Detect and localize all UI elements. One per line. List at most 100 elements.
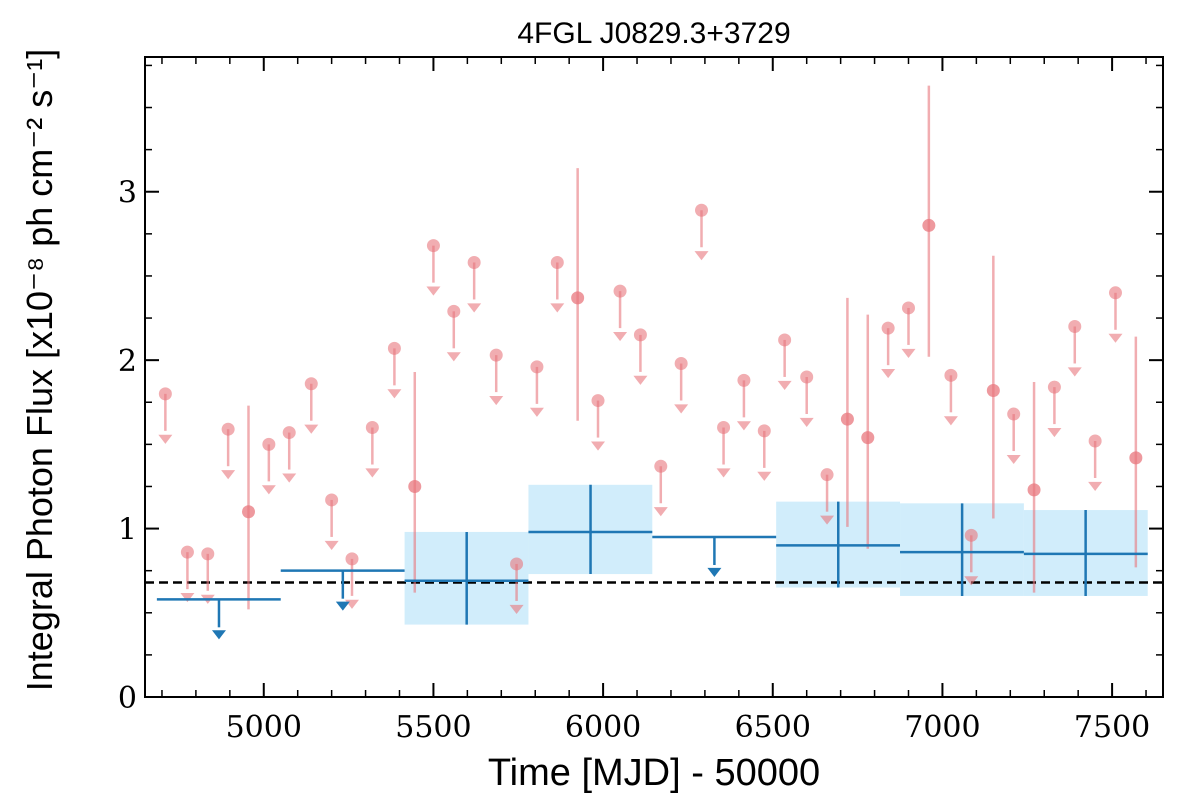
x-tick-label: 6500 <box>735 710 811 745</box>
fine-upper-limit-arrow <box>820 515 835 525</box>
fine-upper-limit-arrow <box>964 576 979 586</box>
fine-upper-limit-arrow <box>799 417 814 427</box>
fine-detection-point <box>571 291 585 305</box>
fine-bin-series <box>158 85 1143 614</box>
fine-upper-limit-point <box>613 284 627 298</box>
fine-upper-limit-arrow <box>158 434 173 444</box>
x-tick-label: 5000 <box>226 710 302 745</box>
fine-detection-point <box>840 412 854 426</box>
fine-upper-limit-point <box>674 357 688 371</box>
y-tick-label: 0 <box>118 681 137 716</box>
fine-upper-limit-point <box>717 421 731 435</box>
y-tick-label: 3 <box>118 176 137 211</box>
x-axis-title: Time [MJD] - 50000 <box>488 752 820 794</box>
fine-upper-limit-point <box>695 203 709 217</box>
fine-upper-limit-point <box>1088 434 1102 448</box>
fine-upper-limit-arrow <box>716 468 731 478</box>
fine-upper-limit-point <box>304 377 318 391</box>
fine-upper-limit-arrow <box>694 251 709 261</box>
fine-upper-limit-arrow <box>613 332 628 342</box>
fine-upper-limit-arrow <box>550 303 565 313</box>
fine-upper-limit-point <box>800 370 814 384</box>
fine-upper-limit-point <box>1068 319 1082 333</box>
fine-upper-limit-arrow <box>674 404 689 414</box>
coarse-upper-limit-arrow <box>211 630 226 640</box>
fine-upper-limit-point <box>365 421 379 435</box>
fine-upper-limit-point <box>902 301 915 315</box>
fine-upper-limit-point <box>778 333 792 347</box>
fine-upper-limit-arrow <box>943 416 958 426</box>
fine-upper-limit-point <box>201 547 215 561</box>
y-tick-label: 2 <box>118 344 137 379</box>
fine-upper-limit-point <box>1108 286 1122 300</box>
fine-upper-limit-point <box>447 304 461 318</box>
fine-upper-limit-arrow <box>1006 454 1021 465</box>
fine-detection-point <box>1129 451 1143 465</box>
fine-upper-limit-arrow <box>1108 333 1123 343</box>
fine-detection-point <box>922 218 936 232</box>
fine-upper-limit-arrow <box>509 604 524 614</box>
fine-upper-limit-point <box>881 321 895 335</box>
fine-upper-limit-point <box>510 557 524 571</box>
coarse-upper-limit-arrow <box>707 567 722 577</box>
fine-upper-limit-point <box>757 424 771 438</box>
fine-upper-limit-point <box>345 552 359 566</box>
fine-upper-limit-arrow <box>180 593 195 603</box>
fine-upper-limit-arrow <box>489 396 504 406</box>
fine-upper-limit-point <box>426 239 440 253</box>
x-tick-label: 7500 <box>1074 710 1150 745</box>
fine-upper-limit-arrow <box>446 352 461 362</box>
fine-upper-limit-arrow <box>1047 428 1062 438</box>
fine-upper-limit-arrow <box>426 286 441 296</box>
plot-frame <box>144 56 1164 698</box>
fine-detection-point <box>1027 483 1041 497</box>
fine-upper-limit-point <box>282 426 296 440</box>
fine-upper-limit-point <box>1007 407 1021 421</box>
fine-upper-limit-arrow <box>633 375 648 385</box>
fine-upper-limit-point <box>221 422 235 436</box>
fine-upper-limit-arrow <box>901 348 916 358</box>
x-tick-label: 5500 <box>395 710 471 745</box>
fine-upper-limit-point <box>944 368 958 382</box>
fine-upper-limit-point <box>964 528 978 542</box>
fine-detection-point <box>408 479 422 493</box>
fine-upper-limit-point <box>489 348 503 362</box>
fine-upper-limit-point <box>387 341 401 355</box>
x-tick-label: 7000 <box>904 710 980 745</box>
fine-upper-limit-point <box>633 328 647 342</box>
fine-upper-limit-arrow <box>529 407 544 417</box>
fine-upper-limit-point <box>654 459 668 473</box>
fine-upper-limit-arrow <box>304 424 319 434</box>
coarse-bin-series <box>156 484 1148 640</box>
y-axis-title: Integral Photon Flux [x10⁻⁸ ph cm⁻² s⁻¹] <box>19 49 60 691</box>
fine-upper-limit-point <box>158 387 172 401</box>
fine-upper-limit-point <box>550 255 564 269</box>
fine-upper-limit-arrow <box>653 507 668 517</box>
fine-detection-point <box>861 431 875 445</box>
fine-upper-limit-arrow <box>261 485 276 495</box>
fine-upper-limit-arrow <box>365 468 380 478</box>
fine-upper-limit-arrow <box>777 380 792 390</box>
fine-upper-limit-point <box>820 468 834 482</box>
fine-detection-point <box>986 383 1000 397</box>
fine-upper-limit-point <box>467 255 481 269</box>
fine-upper-limit-arrow <box>1088 481 1103 491</box>
fine-detection-point <box>241 505 255 519</box>
fine-upper-limit-arrow <box>757 471 772 481</box>
coarse-upper-limit-arrow <box>335 601 350 611</box>
y-tick-label: 1 <box>118 513 137 548</box>
fine-upper-limit-arrow <box>221 470 236 480</box>
fine-upper-limit-arrow <box>282 473 297 483</box>
fine-upper-limit-point <box>325 493 339 507</box>
fine-upper-limit-arrow <box>881 369 896 379</box>
fine-upper-limit-point <box>262 437 276 451</box>
fine-upper-limit-point <box>1047 380 1061 394</box>
fine-upper-limit-arrow <box>591 441 606 451</box>
fine-upper-limit-point <box>530 360 544 374</box>
fine-upper-limit-point <box>591 394 605 408</box>
fine-upper-limit-arrow <box>1067 367 1082 377</box>
fine-upper-limit-arrow <box>467 303 482 313</box>
fine-upper-limit-arrow <box>736 421 751 431</box>
fine-upper-limit-arrow <box>324 540 339 550</box>
